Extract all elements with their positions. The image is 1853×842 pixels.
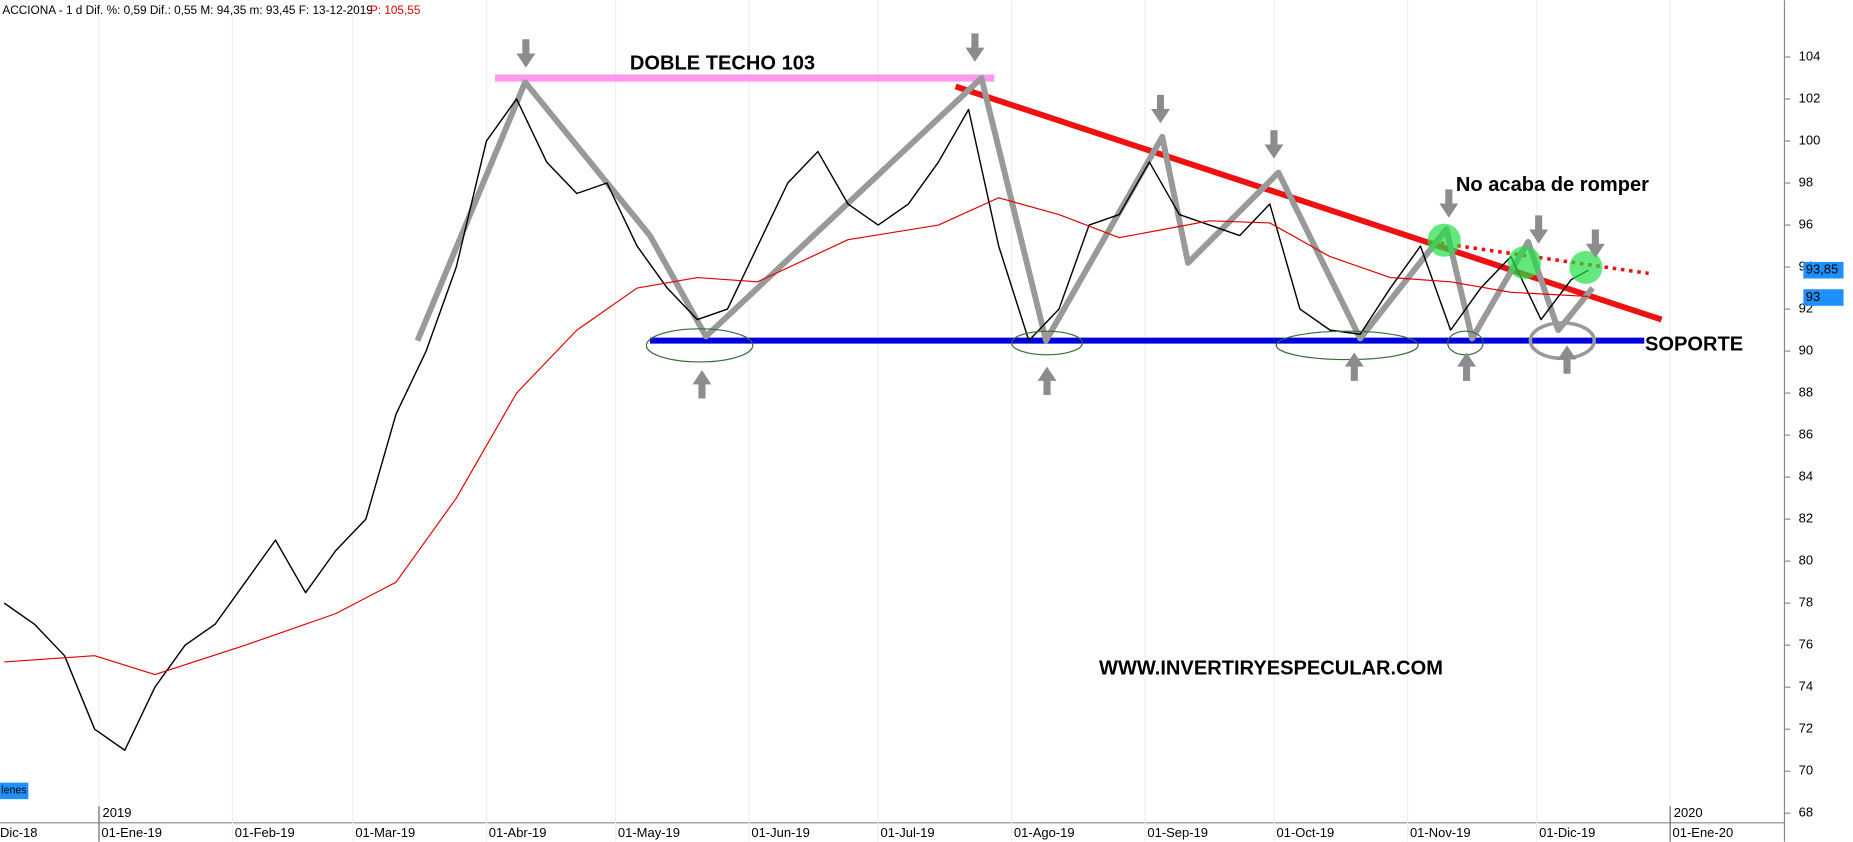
annotation: WWW.INVERTIRYESPECULAR.COM [1099,657,1443,679]
green-circle [1427,223,1461,257]
annotation: No acaba de romper [1456,174,1649,196]
ellipse [1010,330,1084,356]
green-circle [1569,250,1603,284]
trend-line [414,75,1595,344]
y-tick-label: 104 [1799,48,1821,63]
x-tick-label: 01-Feb-19 [235,825,295,840]
green-circle [1507,246,1542,280]
x-tick-label: 01-Nov-19 [1410,825,1471,840]
header: ACCIONA - 1 d Dif. %: 0,59 Dif.: 0,55 M:… [2,3,372,17]
ellipse [1275,330,1419,361]
price-tag-label: 93 [1806,289,1820,304]
y-tick-label: 70 [1799,763,1813,778]
y-tick-label: 76 [1799,637,1813,652]
y-tick-label: 84 [1799,469,1813,484]
x-tick-label: 01-Mar-19 [355,825,415,840]
y-tick-label: 80 [1799,553,1813,568]
y-tick-label: 86 [1799,427,1813,442]
y-tick-label: 74 [1799,679,1813,694]
indicator-tab-label: lenes [1,785,26,797]
annotation: DOBLE TECHO 103 [630,52,815,74]
price-line [4,197,1589,676]
y-tick-label: 96 [1799,216,1813,231]
indicator-tab [0,782,29,800]
price-tag [1803,261,1844,279]
markers [516,33,1605,399]
annotation: SOPORTE [1645,334,1743,356]
x-tick-label: 01-Ago-19 [1014,825,1075,840]
x-tick-label: 01-Ene-19 [101,825,162,840]
y-tick-label: 98 [1799,174,1813,189]
x-tick-label: 01-Abr-19 [489,825,547,840]
y-tick-label: 82 [1799,511,1813,526]
x-tick-label: 01-Dic-19 [1539,825,1595,840]
x-tick-label: Dic-18 [0,825,38,840]
header-p: P: 105,55 [370,3,421,17]
y-tick-label: 78 [1799,595,1813,610]
x-tick-label: 01-May-19 [618,825,680,840]
plot-area [0,0,1784,823]
y-tick-label: 90 [1799,343,1813,358]
price-tag [1803,289,1844,306]
x-tick-label: 01-Jun-19 [751,825,809,840]
ellipse [645,328,754,363]
y-tick-label: 68 [1799,805,1813,820]
x-tick-label: 01-Sep-19 [1147,825,1208,840]
year-label: 2019 [103,805,132,820]
x-tick-label: 01-Oct-19 [1277,825,1335,840]
y-tick-label: 72 [1799,721,1813,736]
year-label: 2020 [1674,805,1703,820]
y-tick-label: 102 [1799,90,1821,105]
x-tick-label: 01-Ene-20 [1673,825,1734,840]
y-tick-label: 88 [1799,385,1813,400]
price-tag-label: 93,85 [1806,262,1839,277]
x-tick-label: 01-Jul-19 [880,825,934,840]
y-tick-label: 100 [1799,132,1821,147]
